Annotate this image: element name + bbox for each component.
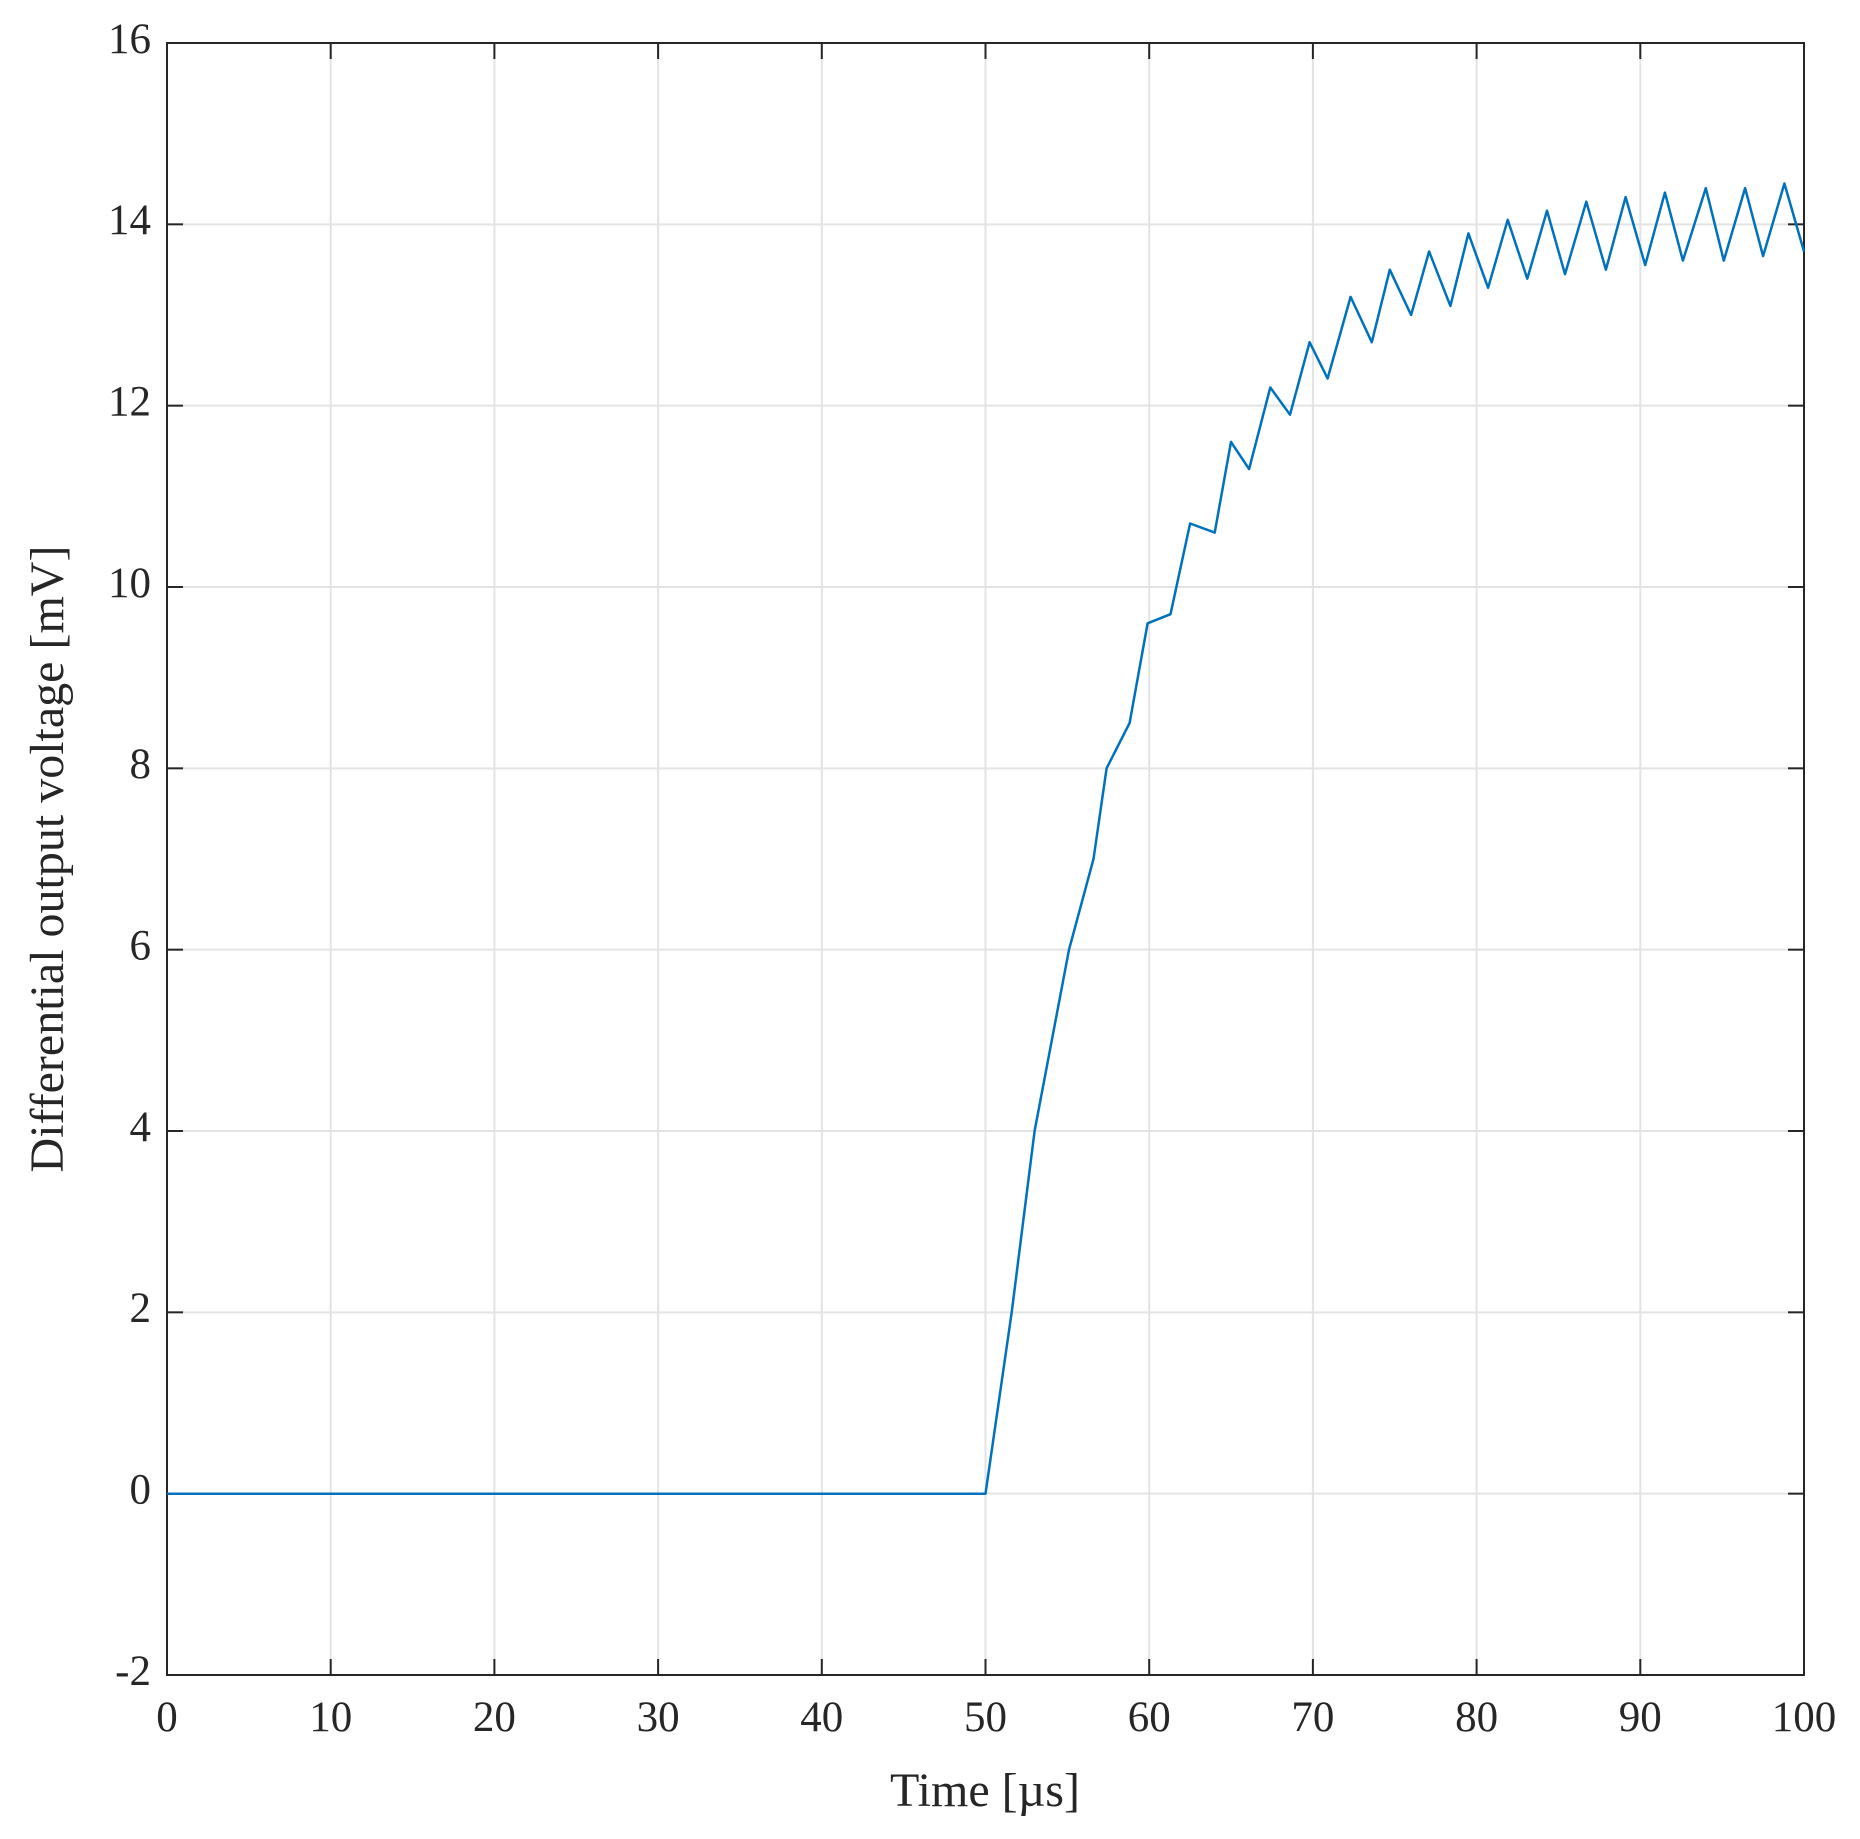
y-tick-label: 16 — [108, 16, 151, 63]
y-tick-label: 12 — [108, 379, 151, 426]
x-tick-label: 70 — [1291, 1694, 1334, 1741]
y-tick-label: 4 — [130, 1104, 152, 1151]
x-tick-label: 80 — [1455, 1694, 1498, 1741]
y-tick-label: 0 — [130, 1467, 152, 1514]
y-tick-label: -2 — [115, 1648, 151, 1695]
x-tick-label: 100 — [1772, 1694, 1837, 1741]
x-tick-label: 50 — [964, 1694, 1007, 1741]
x-tick-label: 90 — [1619, 1694, 1662, 1741]
x-tick-label: 30 — [637, 1694, 680, 1741]
x-tick-label: 40 — [800, 1694, 843, 1741]
x-tick-label: 10 — [309, 1694, 352, 1741]
data-line — [167, 182, 1806, 1495]
x-axis-label: Time [µs] — [890, 1764, 1080, 1817]
x-tick-label: 0 — [156, 1694, 178, 1741]
y-axis-label: Differential output voltage [mV] — [21, 546, 74, 1173]
y-tick-label: 10 — [108, 560, 151, 607]
y-tick-label: 14 — [108, 197, 151, 244]
plot-frame — [166, 42, 1805, 1676]
x-tick-label: 20 — [473, 1694, 516, 1741]
x-tick-label: 60 — [1128, 1694, 1171, 1741]
y-tick-label: 6 — [130, 923, 152, 970]
y-tick-label: 2 — [130, 1285, 152, 1332]
y-tick-label: 8 — [130, 741, 152, 788]
